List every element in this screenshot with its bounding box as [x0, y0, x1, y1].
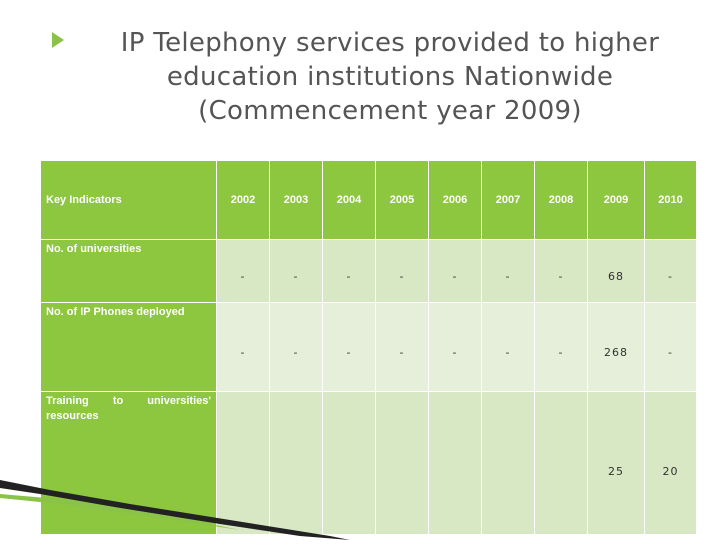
table-cell: - [322, 302, 376, 392]
table-cell: - [216, 302, 270, 392]
table-cell: - [269, 302, 323, 392]
table-cell: 268 [587, 302, 645, 392]
header-year: 2009 [587, 160, 645, 240]
table-row: No. of IP Phones deployed - - - - - - - … [40, 302, 697, 392]
row-label-universities: No. of universities [40, 239, 217, 303]
table-cell [216, 391, 270, 535]
decorative-swoosh [0, 480, 350, 540]
table-header-row: Key Indicators 2002 2003 2004 2005 2006 … [40, 160, 697, 240]
table-cell: - [375, 239, 429, 303]
table-cell: 25 [587, 391, 645, 535]
header-year: 2002 [216, 160, 270, 240]
table-cell [534, 391, 588, 535]
header-year: 2007 [481, 160, 535, 240]
header-year: 2005 [375, 160, 429, 240]
header-key-indicators: Key Indicators [40, 160, 217, 240]
table-row: Training to universities' resources 25 2… [40, 391, 697, 535]
header-year: 2004 [322, 160, 376, 240]
table-cell: - [428, 302, 482, 392]
table-row: No. of universities - - - - - - - 68 - [40, 239, 697, 303]
title-line-3: (Commencement year 2009) [198, 96, 582, 126]
title-line-2: education institutions Nationwide [166, 62, 614, 92]
header-year: 2003 [269, 160, 323, 240]
table-cell: - [428, 239, 482, 303]
header-year: 2010 [644, 160, 697, 240]
title-line-1: IP Telephony services provided to higher [120, 28, 660, 58]
table-cell: - [216, 239, 270, 303]
table-cell: - [644, 302, 697, 392]
table-cell: - [481, 302, 535, 392]
table-cell: - [375, 302, 429, 392]
table-cell: - [534, 302, 588, 392]
row-label-ip-phones: No. of IP Phones deployed [40, 302, 217, 392]
table-cell [375, 391, 429, 535]
table-cell: 68 [587, 239, 645, 303]
title-bullet-icon [52, 32, 64, 48]
table-cell: - [644, 239, 697, 303]
table-cell: - [534, 239, 588, 303]
key-indicators-table: Key Indicators 2002 2003 2004 2005 2006 … [40, 160, 697, 535]
table-cell: - [269, 239, 323, 303]
table-cell: - [322, 239, 376, 303]
slide-title: IP Telephony services provided to higher… [70, 26, 710, 128]
table-cell [269, 391, 323, 535]
table-cell: 20 [644, 391, 697, 535]
header-year: 2008 [534, 160, 588, 240]
table-cell [481, 391, 535, 535]
table-cell: - [481, 239, 535, 303]
header-year: 2006 [428, 160, 482, 240]
table-cell [428, 391, 482, 535]
